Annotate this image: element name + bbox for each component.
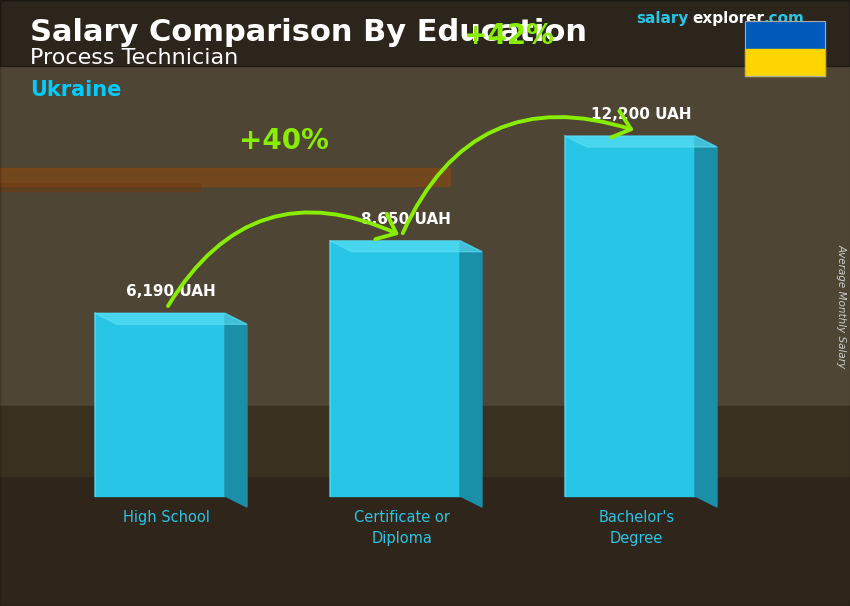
Bar	[745, 21, 825, 76]
Text: +42%: +42%	[464, 22, 554, 50]
Text: Salary Comparison By Education: Salary Comparison By Education	[30, 18, 587, 47]
Polygon shape	[695, 136, 717, 507]
Text: salary: salary	[636, 11, 688, 26]
Polygon shape	[225, 313, 247, 507]
Polygon shape	[95, 313, 247, 324]
Polygon shape	[0, 0, 850, 406]
Text: Process Technician: Process Technician	[30, 48, 238, 68]
Text: Certificate or
Diploma: Certificate or Diploma	[354, 510, 450, 546]
Bar	[745, 49, 825, 76]
Bar	[0, 0, 850, 66]
Text: 8,650 UAH: 8,650 UAH	[361, 211, 451, 227]
FancyArrowPatch shape	[168, 212, 396, 306]
Bar	[330, 241, 460, 496]
Text: Ukraine: Ukraine	[30, 80, 122, 100]
Bar	[565, 136, 695, 496]
Bar	[0, 183, 200, 191]
Polygon shape	[0, 406, 850, 476]
Polygon shape	[0, 476, 850, 606]
Text: 12,200 UAH: 12,200 UAH	[591, 107, 691, 122]
Text: High School: High School	[123, 510, 210, 525]
Bar	[95, 313, 225, 496]
Bar	[0, 168, 450, 186]
Text: +40%: +40%	[239, 127, 329, 155]
Text: Bachelor's
Degree: Bachelor's Degree	[598, 510, 675, 546]
Text: .com: .com	[764, 11, 805, 26]
Text: 6,190 UAH: 6,190 UAH	[126, 284, 216, 299]
Polygon shape	[460, 241, 482, 507]
FancyArrowPatch shape	[403, 111, 631, 233]
Text: explorer: explorer	[692, 11, 764, 26]
Polygon shape	[565, 136, 717, 147]
Bar	[745, 22, 825, 49]
Polygon shape	[330, 241, 482, 251]
Text: Average Monthly Salary: Average Monthly Salary	[837, 244, 847, 368]
